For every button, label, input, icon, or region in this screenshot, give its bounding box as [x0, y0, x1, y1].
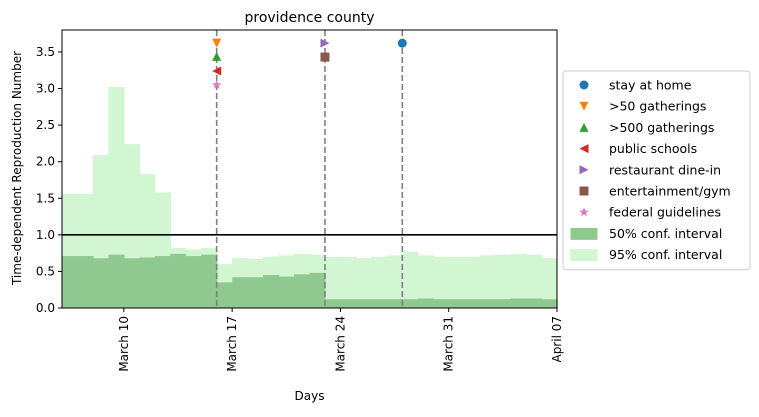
- legend-marker-entertainment-gym: [579, 186, 589, 196]
- legend-marker-50-gatherings: [579, 101, 589, 111]
- band-95-conf-interval-step: [355, 258, 372, 308]
- band-50-conf-interval-step: [263, 275, 280, 308]
- x-axis-label: Days: [295, 389, 325, 403]
- band-50-conf-interval-step: [479, 299, 496, 308]
- y-tick-label: 3.0: [36, 82, 55, 96]
- y-tick-label: 0.5: [36, 264, 55, 278]
- legend-label-500-gatherings: >500 gatherings: [609, 120, 714, 135]
- x-tick-label: March 24: [333, 316, 347, 372]
- y-tick-label: 2.0: [36, 155, 55, 169]
- y-tick-label: 0.0: [36, 301, 55, 315]
- legend-swatch-95-conf-interval: [570, 249, 598, 262]
- band-50-conf-interval-step: [355, 299, 372, 308]
- legend-label-public-schools: public schools: [609, 141, 697, 156]
- band-50-conf-interval-step: [294, 274, 311, 308]
- band-50-conf-interval-step: [185, 256, 202, 308]
- event-marker-restaurant-dine-in: [320, 38, 330, 48]
- plot-frame: [61, 29, 558, 309]
- event-marker-entertainment-gym: [320, 52, 330, 62]
- band-95-conf-interval-step: [495, 254, 512, 308]
- legend-swatch-50-conf-interval: [570, 227, 598, 240]
- legend-label-entertainment-gym: entertainment/gym: [609, 184, 731, 199]
- band-50-conf-interval-step: [309, 272, 326, 308]
- legend-label-federal-guidelines: federal guidelines: [609, 205, 721, 220]
- event-markers: [211, 38, 407, 89]
- band-95-conf-interval-step: [417, 255, 434, 308]
- band-50-conf-interval-step: [154, 256, 171, 308]
- band-95-conf-interval-step: [510, 253, 527, 308]
- band-95-conf-interval-step: [464, 256, 481, 308]
- band-50-conf-interval-step: [495, 299, 512, 308]
- band-50-conf-interval-step: [139, 257, 156, 308]
- band-50-conf-interval-step: [541, 299, 558, 308]
- y-tick-label: 2.5: [36, 118, 55, 132]
- legend-label-50-conf-interval: 50% conf. interval: [609, 226, 722, 241]
- y-axis-label: Time-dependent Reproduction Number: [10, 51, 24, 286]
- band-50-conf-interval-step: [526, 298, 543, 308]
- band-95-conf-interval-step: [479, 255, 496, 308]
- legend-marker-stay-at-home: [579, 80, 589, 90]
- band-50-conf-interval-step: [108, 254, 125, 308]
- confidence-bands: [62, 87, 558, 308]
- band-50-conf-interval-step: [464, 299, 481, 308]
- event-marker-500-gatherings: [212, 51, 222, 61]
- band-95-conf-interval-step: [433, 256, 450, 308]
- event-marker-public-schools: [212, 66, 222, 76]
- legend-marker-500-gatherings: [579, 122, 589, 132]
- band-50-conf-interval-step: [510, 298, 527, 308]
- legend: stay at home >50 gatherings >500 gathering…: [562, 70, 751, 271]
- x-tick-label: March 31: [442, 316, 456, 372]
- band-50-conf-interval-step: [278, 276, 295, 308]
- band-95-conf-interval-step: [386, 255, 403, 308]
- band-50-conf-interval-step: [216, 282, 233, 308]
- legend-label-95-conf-interval: 95% conf. interval: [609, 247, 722, 262]
- x-tick-label: March 10: [117, 316, 131, 372]
- legend-marker-federal-guidelines: [579, 207, 589, 217]
- band-95-conf-interval-step: [526, 254, 543, 308]
- x-tick-label: April 07: [550, 316, 564, 363]
- x-tick-label: March 17: [225, 316, 239, 372]
- band-50-conf-interval-step: [123, 258, 140, 308]
- band-50-conf-interval-step: [448, 299, 465, 308]
- legend-box: [562, 70, 751, 271]
- band-50-conf-interval-step: [62, 256, 79, 308]
- band-50-conf-interval-step: [232, 277, 249, 308]
- band-50-conf-interval-step: [77, 256, 94, 308]
- band-50-conf-interval-step: [340, 299, 357, 308]
- legend-label-restaurant-dine-in: restaurant dine-in: [609, 162, 721, 177]
- band-95-conf-interval-step: [541, 258, 558, 308]
- band-95-conf-interval-step: [340, 256, 357, 308]
- band-50-conf-interval-step: [417, 298, 434, 308]
- event-marker-stay-at-home: [397, 38, 407, 48]
- band-50-conf-interval-step: [433, 299, 450, 308]
- band-50-conf-interval-step: [201, 254, 218, 308]
- band-50-conf-interval-step: [247, 277, 264, 308]
- chart-title: providence county: [245, 10, 375, 26]
- band-50-conf-interval-step: [324, 299, 342, 308]
- y-tick-label: 3.5: [36, 45, 55, 59]
- band-95-conf-interval-step: [448, 256, 465, 308]
- event-lines: [215, 30, 404, 308]
- event-marker-federal-guidelines: [211, 79, 222, 89]
- event-marker-50-gatherings: [212, 38, 222, 48]
- band-50-conf-interval-step: [402, 299, 419, 308]
- legend-marker-public-schools: [579, 144, 589, 154]
- band-95-conf-interval-step: [324, 256, 342, 308]
- band-50-conf-interval-step: [371, 299, 388, 308]
- band-50-conf-interval-step: [170, 253, 187, 308]
- band-95-conf-interval-step: [108, 87, 125, 308]
- band-50-conf-interval-step: [92, 258, 110, 308]
- legend-marker-restaurant-dine-in: [579, 165, 589, 175]
- y-tick-label: 1.0: [36, 228, 55, 242]
- band-95-conf-interval-step: [371, 256, 388, 308]
- band-50-conf-interval-step: [386, 299, 403, 308]
- legend-label-stay-at-home: stay at home: [609, 78, 692, 93]
- axes: 0.0 0.5 1.0 1.5 2.0 2.5 3.0 3.5 March 10 March 17…: [36, 29, 564, 372]
- legend-label-50-gatherings: >50 gatherings: [609, 99, 706, 114]
- band-95-conf-interval-step: [402, 251, 419, 308]
- y-tick-label: 1.5: [36, 191, 55, 205]
